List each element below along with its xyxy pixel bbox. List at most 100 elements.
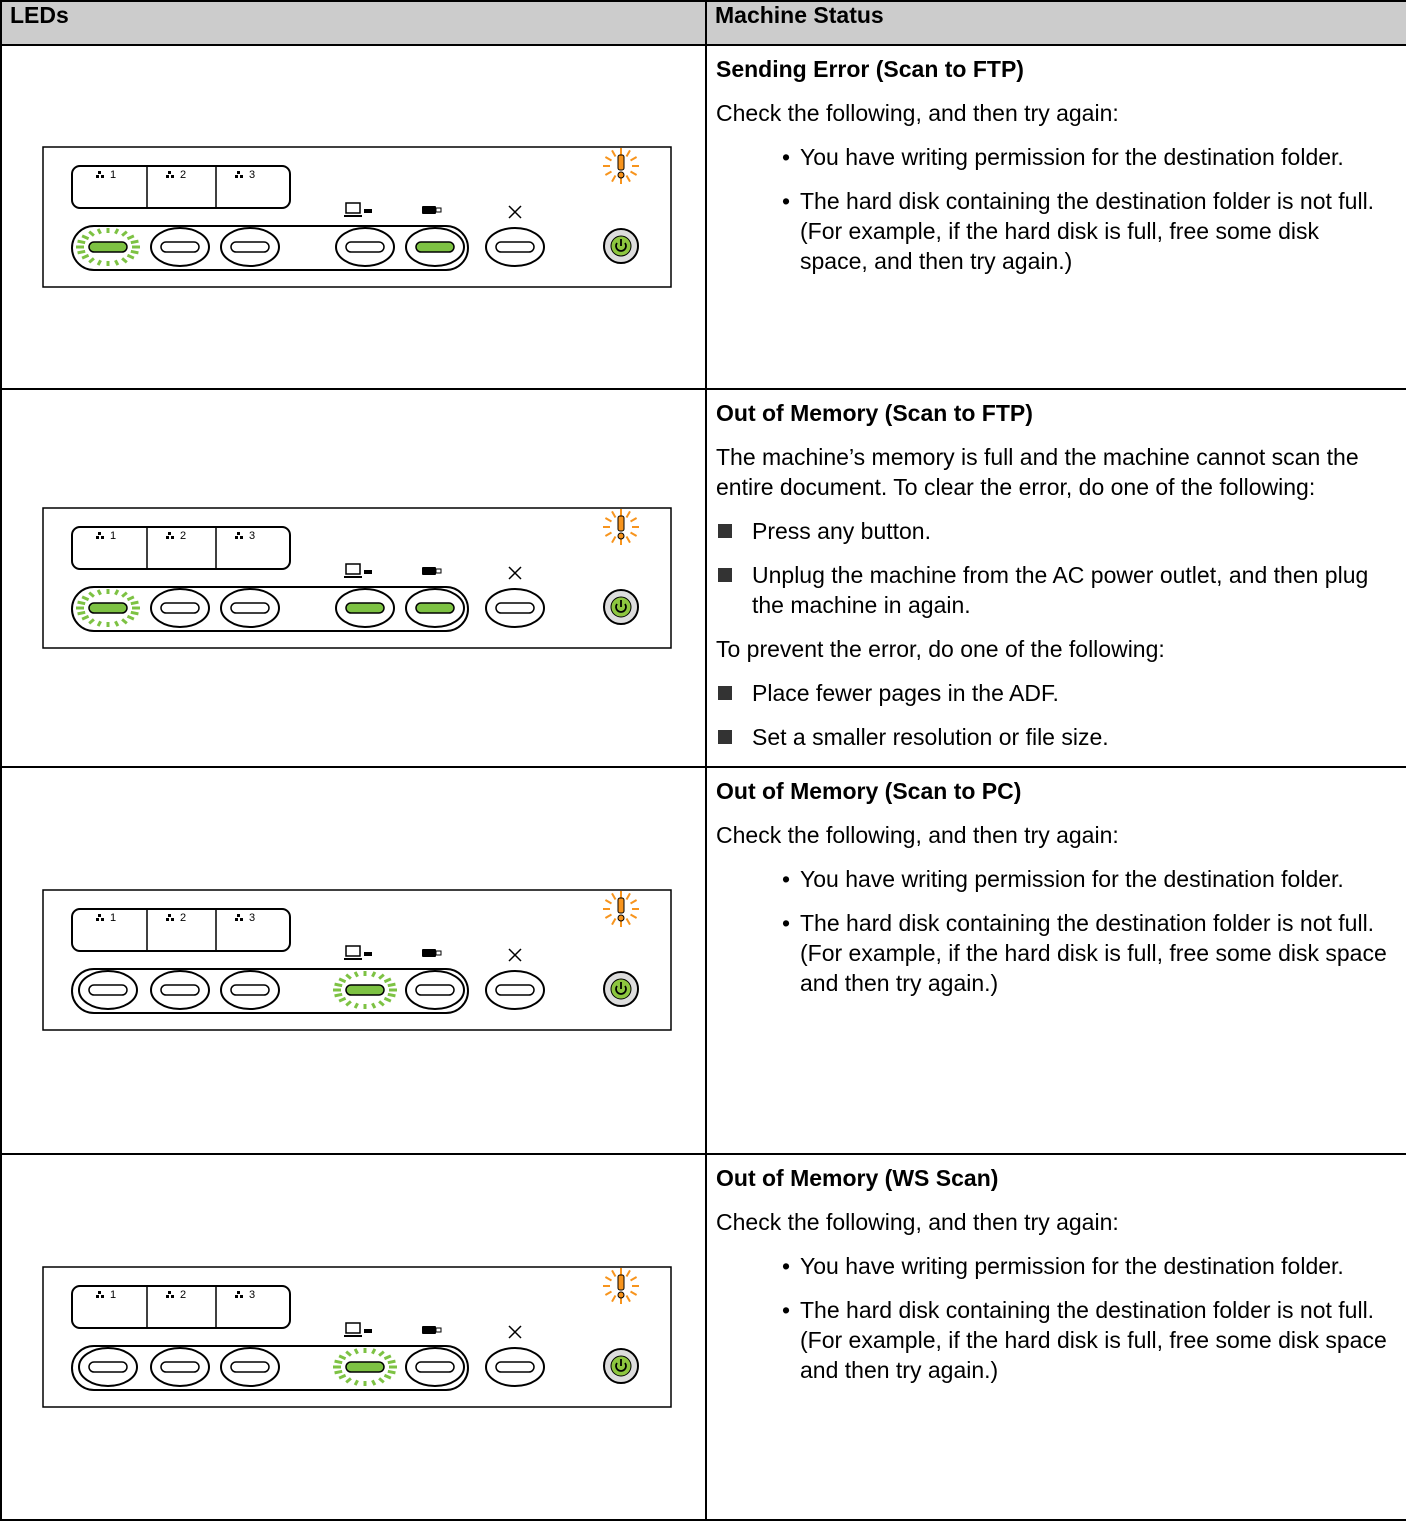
- led: [495, 240, 535, 253]
- usb-icon: [422, 949, 436, 957]
- led: [88, 1360, 128, 1373]
- table-row: 1 2 3 Sending Error (Scan to FTP) Check the …: [0, 44, 1406, 390]
- blink-ray: [371, 1002, 377, 1009]
- blink-ray: [130, 600, 139, 605]
- led: [345, 240, 385, 253]
- status-cell: Out of Memory (Scan to FTP) The machine’s…: [705, 388, 1406, 768]
- blink-ray: [387, 1359, 396, 1364]
- blink-ray: [387, 982, 396, 988]
- status-cell: Out of Memory (WS Scan) Check the followi…: [705, 1153, 1406, 1521]
- warning-ray: [630, 531, 638, 537]
- blink-ray: [77, 610, 86, 615]
- blink-ray: [338, 1353, 347, 1360]
- warning-ray: [604, 155, 612, 161]
- led: [415, 601, 455, 614]
- header-cell: Machine Status: [705, 0, 1406, 46]
- blink-ray: [345, 1349, 352, 1357]
- table-body: 1 2 3 Sending Error (Scan to FTP) Check the …: [0, 44, 1406, 1521]
- paragraph: The machine’s memory is full and the mac…: [716, 444, 1359, 500]
- led: [230, 601, 270, 614]
- warning-ray: [625, 1269, 631, 1277]
- usb-plug: [435, 568, 442, 573]
- warning-ray: [611, 149, 617, 157]
- warning-ray: [625, 535, 631, 543]
- square-item: Set a smaller resolution or file size.: [718, 722, 1392, 752]
- network-icon: [235, 914, 243, 921]
- warning-mark: [617, 154, 625, 170]
- led: [415, 984, 455, 996]
- paragraph: Check the following, and then try again:: [716, 100, 1119, 126]
- warning-ray: [625, 918, 631, 926]
- blink-ray: [353, 1379, 359, 1386]
- blink-ray: [88, 256, 95, 264]
- blink-ray: [77, 239, 86, 244]
- button-label: 3: [249, 912, 255, 924]
- power-symbol: [615, 982, 627, 995]
- led: [495, 984, 535, 996]
- led: [160, 1360, 200, 1373]
- power-symbol: [615, 599, 627, 613]
- blink-ray: [378, 973, 385, 980]
- blink-ray: [88, 229, 95, 237]
- warning-ray: [630, 913, 638, 919]
- blink-ray: [96, 620, 102, 627]
- warning-ray: [630, 1275, 638, 1281]
- blink-ray: [81, 614, 90, 621]
- warning-ray: [630, 516, 638, 522]
- led-cell: 1 2 3: [0, 388, 707, 768]
- blink-ray: [334, 992, 343, 998]
- blink-ray: [334, 1369, 343, 1374]
- blink-ray: [353, 1002, 359, 1009]
- blink-ray: [114, 227, 120, 234]
- paragraph: Check the following, and then try again:: [716, 1209, 1119, 1235]
- led: [230, 240, 270, 253]
- warning-ray: [625, 510, 631, 518]
- blink-ray: [114, 259, 120, 266]
- paragraph: To prevent the error, do one of the foll…: [716, 636, 1165, 662]
- table-row: 1 2 3 Out of Memory (WS Scan) Check the foll…: [0, 1153, 1406, 1521]
- blink-ray: [130, 239, 139, 244]
- square-item: Unplug the machine from the AC power out…: [718, 560, 1392, 620]
- power-symbol: [615, 238, 627, 252]
- blink-ray: [383, 996, 392, 1003]
- blink-ray: [126, 233, 135, 240]
- network-icon: [96, 1290, 104, 1298]
- network-icon: [166, 914, 174, 921]
- button-label: 1: [110, 530, 116, 542]
- button-label: 1: [110, 912, 116, 924]
- control-panel: 1 2 3: [42, 145, 672, 288]
- blink-ray: [378, 1000, 385, 1007]
- led: [415, 240, 455, 253]
- blink-ray: [81, 233, 90, 240]
- blink-ray: [96, 259, 102, 266]
- blink-ray: [338, 1373, 347, 1380]
- led: [415, 1360, 455, 1373]
- button-label: 2: [180, 169, 186, 181]
- header-row: LEDs Machine Status: [0, 0, 1406, 46]
- blink-ray: [371, 1379, 377, 1386]
- pc-icon: [345, 201, 361, 214]
- status-cell: Out of Memory (Scan to PC) Check the foll…: [705, 766, 1406, 1155]
- warning-ray: [611, 510, 617, 518]
- blink-ray: [121, 229, 128, 237]
- warning-ray: [625, 892, 631, 900]
- blink-ray: [81, 594, 90, 601]
- led: [88, 601, 128, 614]
- pc-icon: [345, 945, 361, 957]
- status-title: Out of Memory (WS Scan): [716, 1165, 999, 1191]
- warning-mark: [617, 897, 625, 914]
- blink-ray: [121, 617, 128, 625]
- blink-ray: [121, 590, 128, 598]
- pc-plug: [364, 569, 372, 574]
- pc-plug: [364, 952, 372, 956]
- pc-plug: [364, 208, 372, 213]
- led-cell: 1 2 3: [0, 766, 707, 1155]
- led: [88, 984, 128, 996]
- led: [88, 240, 128, 253]
- blink-ray: [334, 1359, 343, 1364]
- led: [230, 984, 270, 996]
- blink-ray: [114, 620, 120, 627]
- warning-ray: [630, 899, 638, 905]
- cancel-icon: [508, 565, 522, 580]
- status-cell: Sending Error (Scan to FTP) Check the fol…: [705, 44, 1406, 390]
